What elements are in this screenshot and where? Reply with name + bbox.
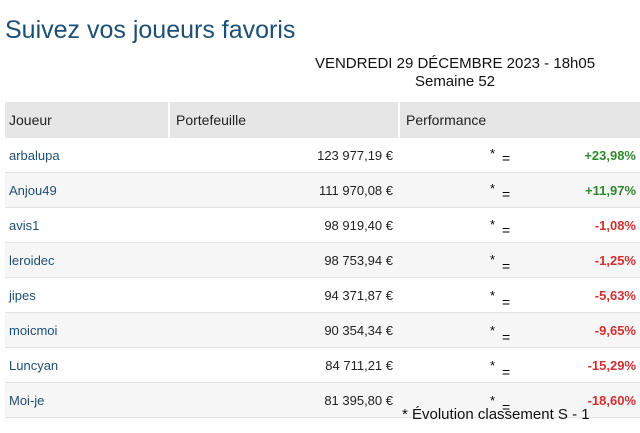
rank-change: = xyxy=(502,329,511,345)
table-header: Joueur Portefeuille Performance xyxy=(5,102,640,138)
table-row: avis1 98 919,40 € * = -1,08% xyxy=(5,208,640,243)
rank-change: = xyxy=(502,186,511,202)
date: VENDREDI 29 DÉCEMBRE 2023 - 18h05 xyxy=(314,55,596,72)
week: Semaine 52 xyxy=(414,73,496,90)
player-name: avis1 xyxy=(9,217,40,233)
players-table: Joueur Portefeuille Performance arbalupa… xyxy=(5,102,640,418)
rank-star: * xyxy=(490,252,496,267)
table-row: moicmoi 90 354,34 € * = -9,65% xyxy=(5,313,640,348)
player-name: leroidec xyxy=(9,252,55,268)
rank-change: = xyxy=(502,364,511,380)
portfolio: 90 354,34 € xyxy=(324,322,393,338)
column-header: Performance xyxy=(398,102,640,138)
performance: -1,08% xyxy=(594,217,636,233)
performance: -15,29% xyxy=(587,357,636,373)
table-row: Anjou49 111 970,08 € * = +11,97% xyxy=(5,173,640,208)
page-title: Suivez vos joueurs favoris xyxy=(5,16,296,44)
player-name: jipes xyxy=(9,287,36,303)
performance: -9,65% xyxy=(594,322,636,338)
rank-change: = xyxy=(502,399,511,415)
portfolio: 111 970,08 € xyxy=(319,182,393,198)
rank-star: * xyxy=(490,322,496,338)
table-row: Moi-je 81 395,80 € * = -18,60% xyxy=(5,383,640,418)
table-row: Luncyan 84 711,21 € * = -15,29% xyxy=(5,348,640,383)
rank-change: = xyxy=(502,222,511,238)
portfolio: 98 753,94 € xyxy=(324,252,393,268)
portfolio: 94 371,87 € xyxy=(324,287,393,303)
player-name: arbalupa xyxy=(9,147,60,163)
player-name: Moi-je xyxy=(9,392,45,408)
table-row: leroidec 98 753,94 € * = -1,25% xyxy=(5,243,640,278)
player-name: Luncyan xyxy=(9,357,59,373)
portfolio: 123 977,19 € xyxy=(317,147,393,163)
performance: +23,98% xyxy=(584,147,636,163)
rank-star: * xyxy=(490,216,496,232)
performance: -18,60% xyxy=(587,392,636,408)
column-header: Joueur xyxy=(9,112,52,128)
rank-change: = xyxy=(502,150,511,166)
portfolio: 84 711,21 € xyxy=(325,357,393,373)
footnote: * Évolution classement S - 1 xyxy=(402,406,590,423)
table-row: jipes 94 371,87 € * = -5,63% xyxy=(5,278,640,313)
portfolio: 81 395,80 € xyxy=(324,392,393,408)
table-row: arbalupa 123 977,19 € * = +23,98% xyxy=(5,138,640,173)
performance: +11,97% xyxy=(585,182,636,198)
performance: -5,63% xyxy=(594,287,636,303)
portfolio: 98 919,40 € xyxy=(324,217,393,233)
column-header: Portefeuille xyxy=(168,102,398,138)
rank-change: = xyxy=(502,258,511,274)
rank-star: * xyxy=(490,287,496,303)
player-name: Anjou49 xyxy=(9,182,57,198)
rank-star: * xyxy=(490,392,496,408)
player-name: moicmoi xyxy=(9,322,58,338)
rank-change: = xyxy=(502,294,511,310)
rank-star: * xyxy=(490,181,496,196)
rank-star: * xyxy=(490,145,496,161)
performance: -1,25% xyxy=(594,252,636,268)
rank-star: * xyxy=(490,357,496,373)
